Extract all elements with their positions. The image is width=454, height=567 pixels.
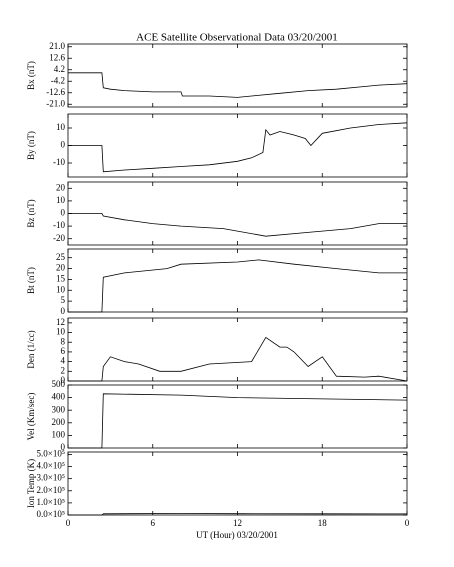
y-tick-label: 4	[61, 356, 66, 366]
x-axis-label: UT (Hour) 03/20/2001	[196, 530, 278, 540]
data-line	[68, 513, 408, 516]
y-tick-label: 0	[61, 375, 66, 385]
y-tick-label: 3.0×10⁵	[37, 473, 65, 483]
y-tick-label: 15	[56, 273, 66, 283]
y-tick-label: 10	[56, 122, 66, 132]
y-axis-label: Bx (nT)	[26, 61, 36, 90]
y-tick-label: 2.0×10⁵	[37, 485, 65, 495]
data-line	[68, 213, 407, 237]
x-tick-label: 0	[66, 518, 71, 528]
y-tick-label: 0	[61, 208, 66, 218]
y-tick-label: 20	[56, 182, 66, 192]
y-axis-label: Ion Temp (K)	[26, 459, 36, 508]
data-line	[68, 122, 408, 173]
y-tick-label: -12.6	[46, 87, 65, 97]
x-tick-label: 0	[405, 518, 410, 528]
y-tick-label: 100	[52, 429, 66, 439]
y-tick-label: -10	[53, 157, 65, 167]
y-tick-label: 5.0×10⁵	[37, 448, 65, 458]
x-tick-label: 6	[151, 518, 156, 528]
y-tick-label: 20	[56, 263, 66, 273]
chart-title: ACE Satellite Observational Data 03/20/2…	[136, 32, 338, 44]
y-tick-label: 0	[61, 442, 66, 452]
y-tick-label: 4.2	[54, 64, 65, 74]
y-tick-label: -4.2	[51, 75, 65, 85]
data-line	[68, 336, 408, 382]
y-axis-label: Bt (nT)	[26, 267, 36, 294]
y-axis-label: Bz (nT)	[26, 199, 36, 227]
y-tick-label: 12	[56, 317, 65, 327]
y-tick-label: 200	[52, 417, 66, 427]
y-tick-label: 25	[56, 252, 66, 262]
y-tick-label: 0	[61, 306, 66, 316]
data-line	[68, 72, 408, 98]
data-line	[68, 259, 407, 313]
y-tick-label: 6	[61, 346, 66, 356]
y-tick-label: 2	[61, 365, 66, 375]
y-tick-label: 500	[52, 379, 66, 389]
y-tick-label: 8	[61, 336, 66, 346]
y-tick-label: 400	[52, 392, 66, 402]
y-axis-label: Den (1/cc)	[26, 330, 36, 368]
x-tick-label: 18	[318, 518, 328, 528]
y-axis-label: Vel (Km/sec)	[26, 393, 36, 441]
y-tick-label: 0	[61, 140, 66, 150]
y-tick-label: 21.0	[49, 41, 65, 51]
y-tick-label: 10	[56, 327, 66, 337]
y-tick-label: 10	[56, 195, 66, 205]
y-tick-label: 5	[61, 295, 66, 305]
y-tick-label: 10	[56, 284, 66, 294]
y-tick-label: 1.0×10⁵	[37, 497, 65, 507]
y-axis-label: By (nT)	[26, 131, 36, 160]
y-tick-label: 12.6	[49, 52, 65, 62]
y-tick-label: -10	[53, 220, 65, 230]
x-tick-label: 12	[233, 518, 242, 528]
y-tick-label: 4.0×10⁵	[37, 461, 65, 471]
y-tick-label: 0.0×10⁵	[37, 509, 65, 519]
y-tick-label: 300	[52, 404, 66, 414]
y-tick-label: -21.0	[46, 98, 65, 108]
data-line	[68, 393, 408, 449]
y-tick-label: -20	[53, 233, 65, 243]
